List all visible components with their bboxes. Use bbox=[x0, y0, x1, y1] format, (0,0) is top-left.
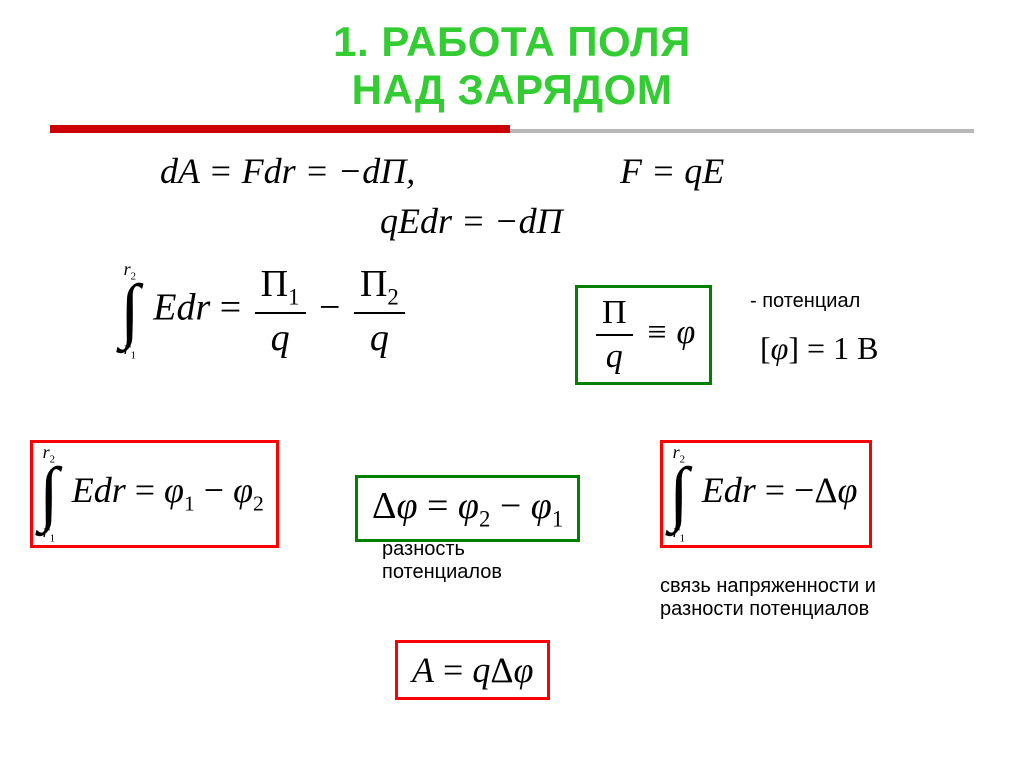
int2-lower-sub: 1 bbox=[50, 533, 55, 545]
label-dphi-l1: разность bbox=[382, 538, 465, 560]
title-line-2: НАД ЗАРЯДОМ bbox=[352, 66, 673, 113]
slide: 1. РАБОТА ПОЛЯ НАД ЗАРЯДОМ dA = Fdr = −d… bbox=[0, 0, 1024, 767]
dphi-r1: φ bbox=[458, 485, 479, 527]
phi1: φ bbox=[164, 470, 184, 510]
label-dphi: разность потенциалов bbox=[382, 538, 502, 584]
eq-dA: dA = Fdr = −dП, bbox=[160, 150, 415, 192]
slide-title: 1. РАБОТА ПОЛЯ НАД ЗАРЯДОМ bbox=[0, 18, 1024, 115]
label-link-l2: разности потенциалов bbox=[660, 598, 869, 620]
int3-lower-sub: 1 bbox=[680, 533, 685, 545]
edr-body-3: Edr bbox=[702, 470, 756, 510]
int-lower-sub: 1 bbox=[131, 350, 136, 362]
phi2-sub: 2 bbox=[253, 491, 264, 515]
dphi-r2: φ bbox=[531, 485, 552, 527]
int2-lower-r: r bbox=[43, 521, 50, 541]
eq-qEdr-text: qEdr = −dП bbox=[380, 201, 563, 241]
int-lower-r: r bbox=[124, 338, 131, 358]
title-line-1: 1. РАБОТА ПОЛЯ bbox=[333, 18, 691, 65]
label-dphi-l2: потенциалов bbox=[382, 561, 502, 583]
pot-den: q bbox=[596, 334, 633, 376]
pi2-den: q bbox=[354, 312, 405, 360]
dphi-r1-sub: 2 bbox=[479, 507, 490, 532]
pi1-sub: 1 bbox=[288, 284, 299, 309]
int-body-edr1: Edr bbox=[153, 287, 210, 329]
eq-edr-neg-dphi: r2 ∫ r1 Edr = −Δφ bbox=[660, 440, 872, 548]
integral-symbol: r2 ∫ r1 bbox=[120, 260, 140, 362]
int3-lower-r: r bbox=[673, 521, 680, 541]
phi1-sub: 1 bbox=[184, 491, 195, 515]
eq-dA-text: dA = Fdr = −dП, bbox=[160, 151, 415, 191]
pot-rhs: ≡ φ bbox=[645, 314, 695, 351]
frac-pi1-q: П1 q bbox=[255, 262, 306, 361]
integral-symbol-2: r2 ∫ r1 bbox=[39, 443, 59, 545]
pi1-den: q bbox=[255, 312, 306, 360]
eq-edr-phi: r2 ∫ r1 Edr = φ1 − φ2 bbox=[30, 440, 279, 548]
eq-A: A = qΔφ bbox=[395, 640, 550, 700]
eq-dphi: Δφ = φ2 − φ1 bbox=[355, 475, 580, 542]
label-link-l1: связь напряженности и bbox=[660, 575, 876, 597]
label-potential: - потенциал bbox=[750, 290, 860, 313]
eq-unit: [φ] = 1 В bbox=[760, 330, 878, 367]
title-rule-accent bbox=[50, 125, 510, 133]
eq-integral-pi-q: r2 ∫ r1 Edr = П1 q − П2 q bbox=[120, 260, 409, 362]
pi1-num: П bbox=[261, 263, 288, 305]
label-link: связь напряженности и разности потенциал… bbox=[660, 575, 876, 621]
integral-symbol-3: r2 ∫ r1 bbox=[669, 443, 689, 545]
frac-pi-q: П q bbox=[596, 294, 633, 376]
pi2-sub: 2 bbox=[387, 284, 398, 309]
pot-num: П bbox=[596, 294, 633, 334]
pi2-num: П bbox=[360, 263, 387, 305]
phi2: φ bbox=[233, 470, 253, 510]
eq-potential-definition: П q ≡ φ bbox=[575, 285, 712, 385]
eq-F: F = qE bbox=[620, 150, 724, 192]
eq-qEdr: qEdr = −dП bbox=[380, 200, 563, 242]
edr-body-2: Edr bbox=[72, 470, 126, 510]
dphi-r2-sub: 1 bbox=[552, 507, 563, 532]
eq-F-text: F = qE bbox=[620, 151, 724, 191]
frac-pi2-q: П2 q bbox=[354, 262, 405, 361]
